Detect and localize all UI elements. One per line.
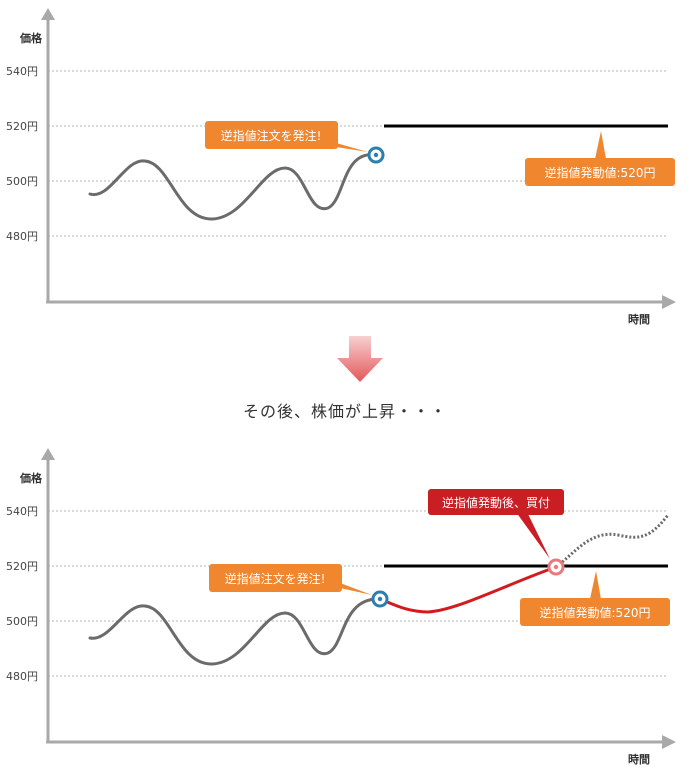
order-callout-pointer: [340, 583, 372, 595]
order-callout-label: 逆指値注文を発注!: [225, 571, 326, 586]
chart-before: 価格 540円 520円 500円 480円 時間 逆指値注文を発注! 逆指値発…: [0, 0, 690, 330]
y-axis-title: 価格: [19, 31, 43, 45]
price-line: [88, 597, 382, 666]
price-line: [88, 153, 378, 221]
trigger-callout-label: 逆指値発動値:520円: [540, 605, 651, 620]
y-tick-500: 500円: [6, 615, 38, 628]
trigger-callout-box: [525, 158, 675, 186]
order-callout-box: [209, 564, 342, 592]
trigger-callout-pointer: [590, 571, 601, 599]
y-tick-520: 520円: [6, 560, 38, 573]
buy-marker-dot: [553, 564, 559, 570]
rising-price-line: [378, 565, 558, 614]
transition-caption: その後、株価が上昇・・・: [242, 402, 447, 421]
order-callout-box: [205, 121, 338, 149]
buy-callout-pointer: [516, 512, 550, 559]
buy-callout-box: [428, 489, 564, 515]
order-callout-pointer: [336, 143, 368, 152]
x-axis-title: 時間: [628, 312, 650, 326]
y-axis-arrowhead: [41, 8, 55, 20]
y-tick-480: 480円: [6, 670, 38, 683]
y-tick-540: 540円: [6, 505, 38, 518]
y-axis-arrowhead: [41, 448, 55, 460]
chart-after-svg: 価格 540円 520円 500円 480円 時間 逆指値注文を発注! 逆指値発…: [6, 448, 676, 766]
trigger-callout-label: 逆指値発動値:520円: [545, 165, 656, 180]
y-tick-480: 480円: [6, 230, 38, 243]
order-marker-dot: [377, 596, 383, 602]
order-marker-dot: [373, 152, 379, 158]
trigger-callout-pointer: [595, 131, 606, 159]
y-tick-520: 520円: [6, 120, 38, 133]
chart-after: 価格 540円 520円 500円 480円 時間 逆指値注文を発注! 逆指値発…: [0, 440, 690, 779]
chart-before-svg: 価格 540円 520円 500円 480円 時間 逆指値注文を発注! 逆指値発…: [6, 8, 676, 326]
y-tick-500: 500円: [6, 175, 38, 188]
x-axis-arrowhead: [662, 295, 676, 309]
y-axis-title: 価格: [19, 471, 43, 485]
projected-price-line: [555, 514, 670, 569]
trigger-callout-box: [520, 598, 670, 626]
down-arrow-icon: [337, 336, 383, 382]
x-axis-arrowhead: [662, 735, 676, 749]
y-tick-540: 540円: [6, 65, 38, 78]
order-callout-label: 逆指値注文を発注!: [221, 128, 322, 143]
x-axis-title: 時間: [628, 752, 650, 766]
buy-callout-label: 逆指値発動後、買付: [442, 495, 550, 510]
